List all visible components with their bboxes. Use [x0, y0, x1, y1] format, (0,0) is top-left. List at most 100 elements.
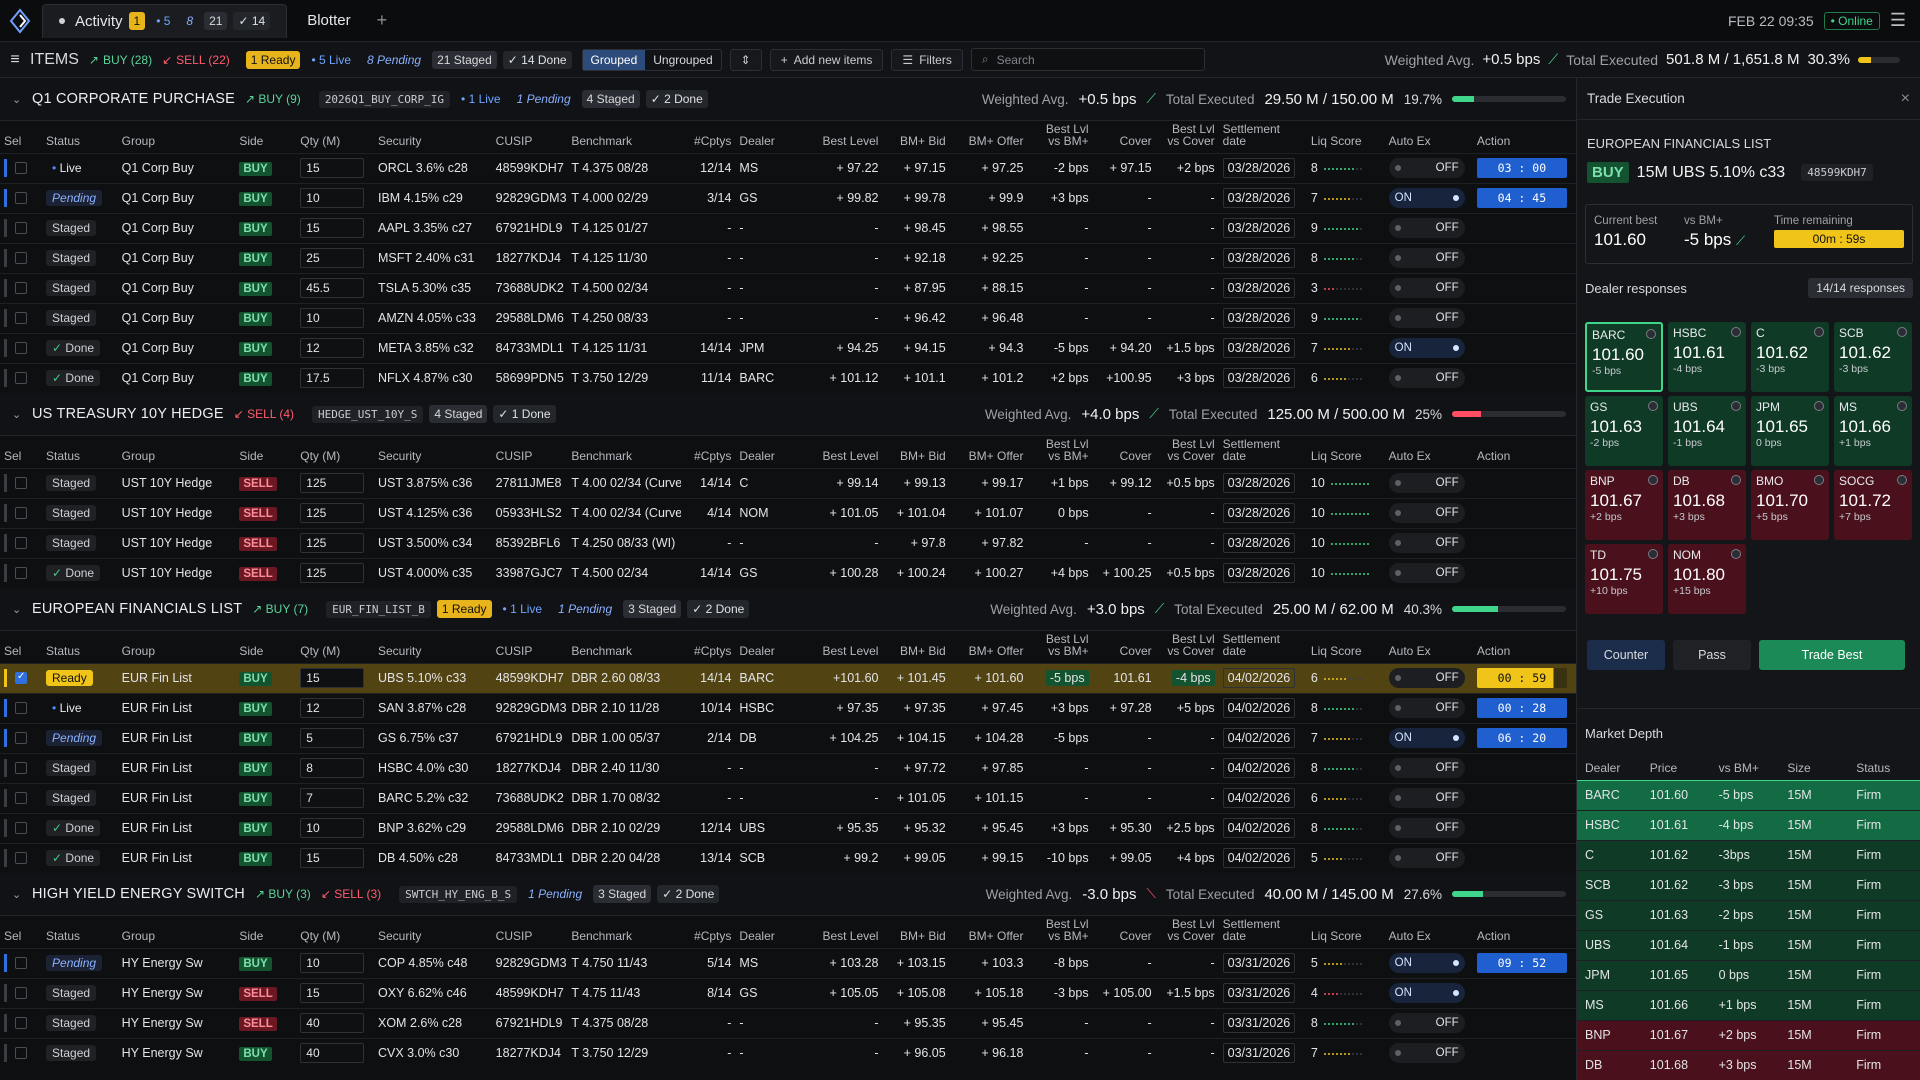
auto-ex-toggle[interactable]: OFF — [1388, 788, 1465, 808]
settlement-cell[interactable]: 03/28/2026 — [1218, 557, 1307, 588]
dealer-select-icon[interactable] — [1731, 549, 1741, 559]
settlement-date[interactable]: 03/28/2026 — [1222, 278, 1296, 298]
action-cell[interactable] — [1472, 782, 1576, 813]
auto-ex-toggle[interactable]: OFF — [1388, 278, 1465, 298]
settlement-cell[interactable]: 03/28/2026 — [1218, 182, 1307, 213]
group-tag-done[interactable]: ✓ 2 Done — [645, 90, 708, 108]
row-checkbox[interactable] — [15, 342, 27, 354]
settlement-date[interactable]: 04/02/2026 — [1222, 818, 1296, 838]
group-tag-pending[interactable]: 1 Pending — [516, 92, 571, 106]
row-checkbox[interactable] — [15, 537, 27, 549]
close-icon[interactable]: × — [1900, 89, 1910, 107]
md-row[interactable]: UBS 101.64 -1 bps 15M Firm — [1577, 929, 1920, 960]
settlement-cell[interactable]: 03/28/2026 — [1218, 527, 1307, 558]
select-cell[interactable] — [0, 722, 43, 753]
qty-input[interactable]: 25 — [300, 248, 365, 268]
settlement-date[interactable]: 03/28/2026 — [1222, 533, 1296, 553]
chevron-down-icon[interactable]: ⌄ — [12, 888, 22, 901]
settlement-cell[interactable]: 03/28/2026 — [1218, 362, 1307, 393]
settlement-date[interactable]: 04/02/2026 — [1222, 728, 1296, 748]
group-tag-pending[interactable]: 1 Pending — [528, 887, 583, 901]
qty-input[interactable]: 12 — [300, 338, 365, 358]
qty-input[interactable]: 7 — [300, 788, 365, 808]
countdown-timer[interactable]: 04 : 45 — [1476, 188, 1567, 208]
md-row[interactable]: BARC 101.60 -5 bps 15M Firm — [1577, 779, 1920, 810]
settlement-cell[interactable]: 04/02/2026 — [1218, 842, 1307, 873]
settlement-date[interactable]: 04/02/2026 — [1222, 668, 1296, 688]
auto-ex-toggle[interactable]: OFF — [1388, 503, 1465, 523]
settlement-cell[interactable]: 04/02/2026 — [1218, 662, 1307, 693]
select-cell[interactable] — [0, 1037, 43, 1068]
action-cell[interactable] — [1472, 1037, 1576, 1068]
qty-input[interactable]: 125 — [300, 473, 365, 493]
auto-ex-toggle[interactable]: OFF — [1388, 473, 1465, 493]
qty-input[interactable]: 10 — [300, 818, 365, 838]
action-cell[interactable] — [1472, 977, 1576, 1008]
settlement-cell[interactable]: 03/31/2026 — [1218, 1037, 1307, 1068]
add-items-button[interactable]: + Add new items — [769, 48, 884, 71]
row-checkbox[interactable] — [15, 957, 27, 969]
table-row[interactable]: Staged HY Energy Sw BUY 40 CVX 3.0% c30 18277… — [0, 1037, 1576, 1068]
row-checkbox[interactable] — [15, 192, 27, 204]
dealer-select-icon[interactable] — [1731, 401, 1741, 411]
chevron-down-icon[interactable]: ⌄ — [12, 408, 22, 421]
row-checkbox[interactable] — [15, 567, 27, 580]
trade-best-button[interactable]: Trade Best — [1759, 640, 1905, 670]
qty-input[interactable]: 15 — [300, 848, 365, 869]
qty-input[interactable]: 125 — [300, 503, 365, 523]
dealer-select-icon[interactable] — [1897, 475, 1907, 485]
dealer-card[interactable]: DB 101.68 +3 bps — [1668, 470, 1746, 540]
auto-ex-toggle[interactable]: OFF — [1388, 698, 1465, 718]
table-row[interactable]: Staged Q1 Corp Buy BUY 15 AAPL 3.35% c27 6792… — [0, 212, 1576, 243]
table-row[interactable]: Staged HY Energy Sw SELL 40 XOM 2.6% c28 6792… — [0, 1007, 1576, 1038]
settlement-cell[interactable]: 03/28/2026 — [1218, 497, 1307, 528]
select-cell[interactable] — [0, 212, 43, 243]
row-checkbox[interactable] — [15, 507, 27, 519]
action-cell[interactable] — [1472, 842, 1576, 873]
dealer-card[interactable]: BARC 101.60 -5 bps — [1585, 322, 1663, 392]
row-checkbox[interactable] — [15, 162, 27, 174]
filter-pending[interactable]: 8 Pending — [367, 52, 422, 67]
table-row[interactable]: Staged UST 10Y Hedge SELL 125 UST 3.500% c34… — [0, 527, 1576, 558]
table-row[interactable]: Pending HY Energy Sw BUY 10 COP 4.85% c48 928… — [0, 947, 1576, 978]
row-checkbox[interactable] — [15, 852, 27, 865]
dealer-select-icon[interactable] — [1648, 549, 1658, 559]
select-cell[interactable] — [0, 182, 43, 213]
table-row[interactable]: Staged HY Energy Sw SELL 15 OXY 6.62% c46 485… — [0, 977, 1576, 1008]
dealer-select-icon[interactable] — [1814, 401, 1824, 411]
md-row[interactable]: MS 101.66 +1 bps 15M Firm — [1577, 989, 1920, 1020]
qty-input[interactable]: 40 — [300, 1013, 365, 1033]
action-cell[interactable] — [1472, 242, 1576, 273]
qty-input[interactable]: 5 — [300, 728, 365, 748]
select-cell[interactable] — [0, 692, 43, 723]
select-cell[interactable] — [0, 842, 43, 873]
auto-ex-toggle[interactable]: ON — [1388, 728, 1465, 748]
row-checkbox[interactable] — [15, 732, 27, 744]
settlement-date[interactable]: 03/31/2026 — [1222, 1043, 1296, 1064]
action-cell[interactable] — [1472, 752, 1576, 783]
auto-ex-toggle[interactable]: OFF — [1388, 758, 1465, 778]
dealer-card[interactable]: SCB 101.62 -3 bps — [1834, 322, 1912, 392]
select-cell[interactable] — [0, 527, 43, 558]
auto-ex-toggle[interactable]: OFF — [1388, 1013, 1465, 1033]
select-cell[interactable] — [0, 362, 43, 393]
countdown-timer[interactable]: 00 : 59 — [1476, 668, 1567, 688]
dealer-card[interactable]: TD 101.75 +10 bps — [1585, 544, 1663, 614]
hamburger-icon[interactable]: ≡ — [10, 50, 20, 68]
auto-ex-toggle[interactable]: OFF — [1388, 668, 1465, 688]
settlement-date[interactable]: 03/28/2026 — [1222, 563, 1296, 584]
action-cell[interactable] — [1472, 812, 1576, 843]
action-cell[interactable] — [1472, 272, 1576, 303]
action-cell[interactable] — [1472, 1007, 1576, 1038]
settlement-cell[interactable]: 03/31/2026 — [1218, 977, 1307, 1008]
settlement-date[interactable]: 04/02/2026 — [1222, 788, 1296, 808]
auto-ex-toggle[interactable]: ON — [1388, 338, 1465, 358]
action-cell[interactable]: 00 : 59 — [1472, 662, 1576, 693]
row-checkbox[interactable] — [15, 252, 27, 264]
settlement-cell[interactable]: 04/02/2026 — [1218, 752, 1307, 783]
settlement-cell[interactable]: 03/28/2026 — [1218, 212, 1307, 243]
auto-ex-toggle[interactable]: OFF — [1388, 818, 1465, 838]
qty-input[interactable]: 125 — [300, 533, 365, 553]
